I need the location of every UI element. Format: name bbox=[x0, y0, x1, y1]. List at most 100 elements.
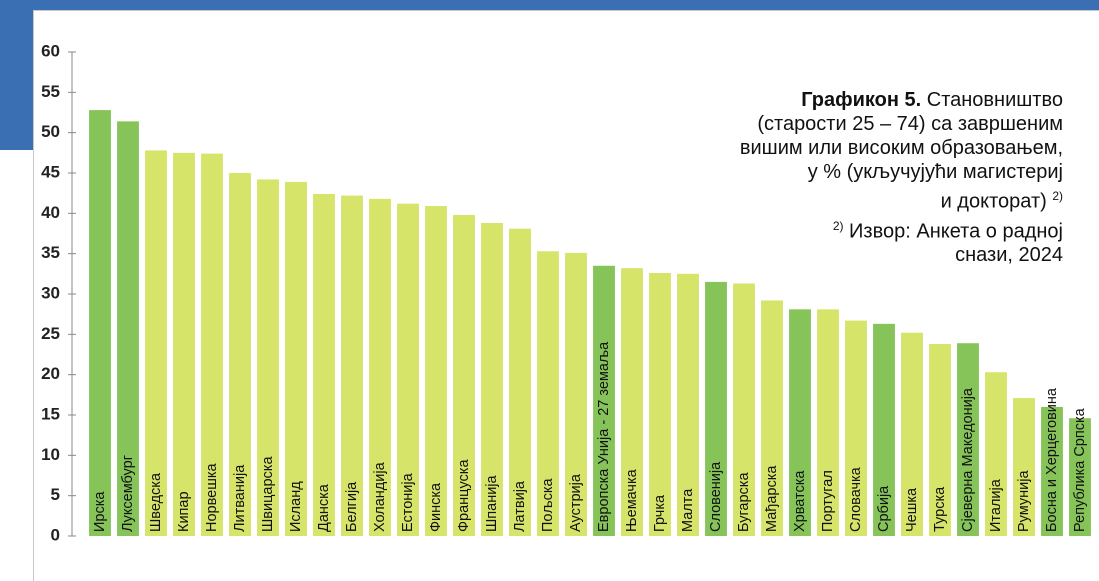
bar bbox=[593, 265, 615, 536]
bar bbox=[733, 283, 755, 536]
bar bbox=[1041, 406, 1063, 536]
x-tick-label: Латвија bbox=[512, 480, 528, 532]
x-tick-label: Аустрија bbox=[568, 473, 584, 532]
title-line: Становништво bbox=[926, 89, 1063, 111]
bar bbox=[929, 344, 951, 536]
x-tick-label: Њемачка bbox=[624, 468, 640, 532]
x-tick-label: Француска bbox=[456, 459, 472, 532]
x-tick-label: Италија bbox=[988, 478, 1004, 532]
y-tick-label: 20 bbox=[41, 364, 60, 383]
x-tick-label: Португал bbox=[820, 470, 836, 532]
bar bbox=[285, 181, 307, 536]
x-tick-label: Сјеверна Македонија bbox=[960, 387, 976, 532]
x-tick-label: Луксембург bbox=[120, 455, 136, 532]
title-prefix: Графикон 5. bbox=[801, 89, 922, 111]
x-tick-label: Турска bbox=[932, 486, 948, 532]
y-tick-label: 55 bbox=[41, 82, 60, 101]
bar bbox=[397, 203, 419, 537]
x-tick-label: Норвешка bbox=[204, 463, 220, 532]
title-line: и докторат) bbox=[940, 190, 1047, 213]
bar bbox=[341, 195, 363, 536]
x-tick-label: Исланд bbox=[288, 481, 304, 532]
bar bbox=[761, 300, 783, 536]
source-line: снази, 2024 bbox=[955, 244, 1063, 267]
bar bbox=[369, 198, 391, 536]
x-tick-label: Грчка bbox=[652, 494, 668, 532]
x-tick-label: Мађарска bbox=[764, 465, 780, 532]
bar bbox=[537, 251, 559, 536]
bar bbox=[1013, 398, 1035, 536]
x-tick-label: Бугарска bbox=[736, 472, 752, 532]
bar bbox=[425, 206, 447, 536]
y-tick-label: 0 bbox=[51, 525, 60, 544]
x-tick-label: Кипар bbox=[176, 491, 192, 532]
bar bbox=[89, 110, 111, 536]
x-tick-label: Босна и Херцеговина bbox=[1044, 387, 1060, 532]
x-tick-label: Литванија bbox=[232, 464, 248, 532]
x-tick-label: Пољска bbox=[540, 477, 556, 532]
x-tick-label: Данска bbox=[316, 483, 332, 532]
y-tick-label: 25 bbox=[41, 324, 60, 343]
note-marker: 2) bbox=[1052, 189, 1063, 203]
title-line: у % (укључујући магистериј bbox=[807, 161, 1063, 183]
bar bbox=[845, 320, 867, 536]
x-tick-label: Европска Унија - 27 земаља bbox=[596, 341, 612, 532]
x-tick-label: Белгија bbox=[344, 481, 360, 532]
bar bbox=[173, 152, 195, 537]
x-tick-label: Румунија bbox=[1016, 470, 1032, 532]
x-tick-label: Ирска bbox=[92, 491, 108, 532]
x-tick-label: Република Српска bbox=[1072, 407, 1088, 532]
x-tick-label: Швицарска bbox=[260, 456, 276, 532]
y-tick-label: 5 bbox=[51, 485, 60, 504]
note-marker: 2) bbox=[832, 218, 844, 233]
source-line: 2) Извор: Анкета о радној bbox=[740, 214, 1063, 244]
bar bbox=[957, 343, 979, 536]
title-line: (старости 25 – 74) са завршеним bbox=[757, 113, 1063, 135]
y-tick-label: 30 bbox=[41, 283, 60, 302]
bar bbox=[817, 309, 839, 536]
bar bbox=[257, 179, 279, 536]
bar bbox=[1069, 418, 1091, 536]
y-tick-label: 10 bbox=[41, 445, 60, 464]
title-block: Графикон 5. Становништво (старости 25 – … bbox=[740, 88, 1063, 267]
x-tick-label: Хрватска bbox=[792, 470, 808, 532]
bar bbox=[313, 193, 335, 536]
y-tick-label: 35 bbox=[41, 243, 60, 262]
y-tick-label: 15 bbox=[41, 404, 60, 423]
bar bbox=[649, 273, 671, 536]
title-line: и докторат) 2) bbox=[740, 184, 1063, 214]
bar bbox=[789, 309, 811, 536]
bar bbox=[453, 214, 475, 537]
x-tick-label: Шведска bbox=[148, 472, 164, 532]
bar bbox=[481, 223, 503, 536]
bar bbox=[229, 173, 251, 536]
title-line: вишим или високим образовањем, bbox=[739, 137, 1063, 159]
bar bbox=[201, 153, 223, 536]
x-tick-label: Финска bbox=[428, 482, 444, 532]
title-line: Графикон 5. Становништво bbox=[740, 88, 1063, 112]
y-tick-label: 40 bbox=[41, 203, 60, 222]
x-tick-label: Словачка bbox=[848, 466, 864, 532]
bar bbox=[621, 268, 643, 536]
x-tick-label: Естонија bbox=[400, 472, 416, 532]
bar bbox=[985, 372, 1007, 536]
x-tick-label: Шпанија bbox=[484, 474, 500, 532]
bar bbox=[873, 323, 895, 536]
x-tick-label: Словенија bbox=[708, 461, 724, 532]
bar bbox=[509, 228, 531, 536]
bar bbox=[705, 281, 727, 536]
bar bbox=[677, 273, 699, 536]
source-text: Извор: Анкета о радној bbox=[849, 220, 1063, 243]
x-tick-label: Холандија bbox=[372, 461, 388, 532]
bar bbox=[565, 252, 587, 537]
y-tick-label: 50 bbox=[41, 122, 60, 141]
y-tick-label: 60 bbox=[41, 41, 60, 60]
x-tick-label: Малта bbox=[680, 488, 696, 532]
bar bbox=[145, 150, 167, 536]
y-tick-label: 45 bbox=[41, 162, 60, 181]
x-tick-label: Србија bbox=[876, 485, 892, 532]
bar bbox=[117, 121, 139, 536]
x-tick-label: Чешка bbox=[904, 487, 920, 532]
